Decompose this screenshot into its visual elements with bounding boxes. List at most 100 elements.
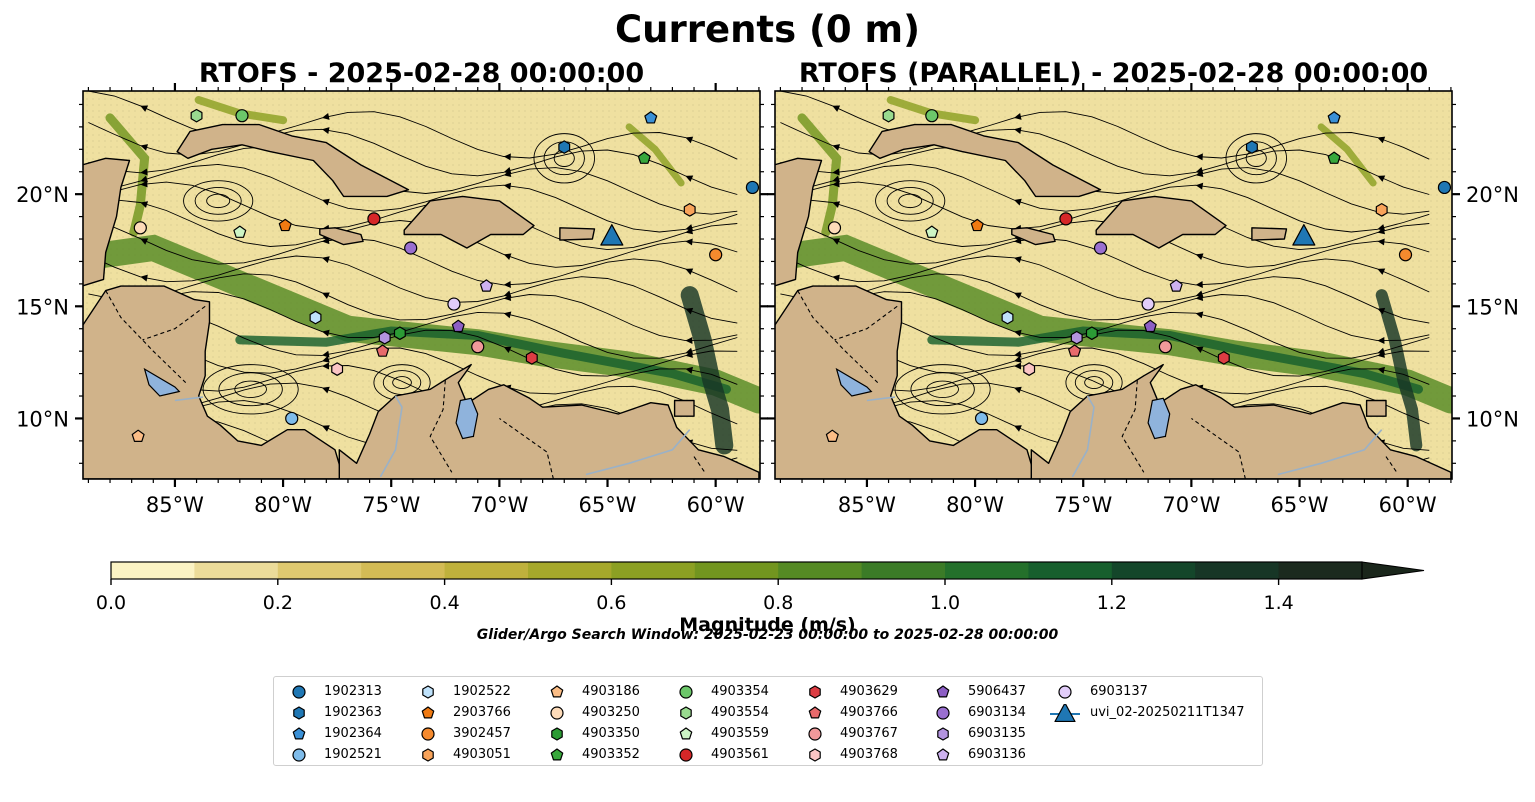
- lon-tick-label: 60°W: [687, 493, 745, 517]
- marker-4903768: [331, 362, 344, 376]
- marker-4903250: [133, 221, 147, 235]
- legend-label: 4903350: [582, 726, 640, 741]
- left-panel-title: RTOFS - 2025-02-28 00:00:00: [198, 58, 645, 89]
- legend-item: 4903250: [542, 702, 640, 723]
- legend-label: 4903051: [453, 747, 511, 762]
- colorbar-tick-label: 0.6: [596, 592, 626, 614]
- legend-marker: [422, 747, 434, 762]
- legend-marker-icon: [293, 705, 305, 720]
- legend-item: 3902457: [413, 723, 511, 744]
- legend-label: 1902522: [453, 684, 511, 699]
- map-frame: [774, 90, 1453, 480]
- marker-6903134: [404, 241, 418, 255]
- legend-marker-icon: [292, 747, 306, 762]
- marker-1902522: [309, 310, 322, 325]
- legend-item: 4903766: [800, 702, 898, 723]
- legend-marker-icon: [1058, 684, 1072, 699]
- colorbar-segment: [861, 562, 946, 579]
- marker-2903766: [278, 218, 292, 232]
- marker-4903561: [1059, 212, 1073, 226]
- legend-label: 4903352: [582, 747, 640, 762]
- legend-marker-icon: [292, 726, 306, 739]
- marker-1902364: [644, 111, 658, 124]
- legend-label: 1902521: [324, 747, 382, 762]
- marker-1902364: [1327, 111, 1341, 124]
- lat-tick-label: 10°N: [16, 407, 69, 431]
- colorbar-segment: [528, 562, 612, 579]
- legend-marker-icon: [422, 684, 434, 699]
- legend-marker: [809, 684, 821, 699]
- legend-marker-icon: [551, 726, 563, 741]
- marker-4903350: [393, 326, 406, 341]
- legend-marker: [551, 726, 563, 741]
- legend-item: 4903350: [542, 723, 640, 744]
- legend-label: 2903766: [453, 705, 511, 720]
- legend-item: 4903767: [800, 723, 898, 744]
- marker-1902313: [1437, 180, 1452, 195]
- legend-marker-icon: [422, 747, 434, 762]
- legend-marker-icon: [550, 705, 564, 720]
- legend-label: 6903134: [968, 705, 1026, 720]
- colorbar-tick-label: 0.4: [429, 592, 459, 614]
- legend-label: 4903554: [711, 705, 769, 720]
- lon-tick-label: 70°W: [470, 493, 528, 517]
- lon-tick-label: 75°W: [1054, 493, 1112, 517]
- lat-tick-label: 20°N: [16, 183, 69, 207]
- legend-label: 5906437: [968, 684, 1026, 699]
- marker-4903629: [1217, 351, 1230, 365]
- lon-tick-label: 80°W: [254, 493, 312, 517]
- colorbar-segment: [611, 562, 696, 579]
- marker-4903629: [525, 351, 538, 365]
- colorbar-tick-label: 1.4: [1263, 592, 1293, 614]
- legend-item: 6903136: [928, 744, 1026, 765]
- legend-marker-icon: [680, 705, 692, 720]
- colorbar-extend-arrow: [1361, 561, 1425, 580]
- legend-item: 2903766: [413, 702, 511, 723]
- legend-marker: [937, 726, 949, 741]
- lon-tick-label: 85°W: [146, 493, 204, 517]
- marker-6903136: [1169, 279, 1183, 292]
- legend-column: 5906437 6903134 6903135 6903136: [928, 681, 1026, 765]
- legend-marker-icon: [679, 747, 693, 762]
- legend-label: 6903136: [968, 747, 1026, 762]
- legend-marker: [422, 684, 434, 699]
- colorbar-tick-label: 0.8: [763, 592, 793, 614]
- legend-item: 4903559: [671, 723, 769, 744]
- legend-marker-icon: [1050, 703, 1080, 722]
- legend-item: 4903561: [671, 744, 769, 765]
- marker-6903135: [378, 330, 391, 345]
- legend-column: 1902313 1902363 1902364 1902521: [284, 681, 382, 765]
- legend-label: 3902457: [453, 726, 511, 741]
- legend-item: 6903137: [1050, 681, 1244, 702]
- legend-item: 4903554: [671, 702, 769, 723]
- legend-marker: [936, 684, 950, 697]
- legend-marker: [809, 747, 821, 762]
- legend-item: 1902521: [284, 744, 382, 765]
- marker-5906437: [451, 319, 465, 333]
- legend-item: uvi_02-20250211T1347: [1050, 702, 1244, 723]
- marker-6903134: [1093, 241, 1108, 255]
- lon-tick-label: 65°W: [579, 493, 637, 517]
- legend-column: 6903137 uvi_02-20250211T1347: [1050, 681, 1244, 723]
- legend-marker-icon: [809, 747, 821, 762]
- legend-item: 4903768: [800, 744, 898, 765]
- lat-tick-label: 10°N: [1466, 407, 1519, 431]
- marker-4903354: [925, 109, 939, 123]
- marker-4903051: [683, 203, 696, 217]
- colorbar-tick-label: 0.2: [263, 592, 293, 614]
- colorbar-segment: [1278, 562, 1363, 579]
- legend-marker-icon: [808, 726, 822, 741]
- legend-label: 1902313: [324, 684, 382, 699]
- colorbar-segment: [1195, 562, 1280, 579]
- legend: 1902313 1902363 1902364 1902521 1902522 29037…: [273, 676, 1263, 766]
- legend-marker-icon: [936, 684, 950, 697]
- marker-4903354: [235, 109, 249, 123]
- legend-column: 4903354 4903554 4903559 4903561: [671, 681, 769, 765]
- colorbar-segment: [361, 562, 446, 579]
- marker-3902457: [1398, 248, 1413, 262]
- colorbar-tick-label: 1.2: [1097, 592, 1127, 614]
- colorbar-segment: [945, 562, 1029, 579]
- marker-4903766: [376, 344, 390, 357]
- legend-marker-icon: [808, 705, 822, 718]
- marker-1902363: [1245, 140, 1258, 154]
